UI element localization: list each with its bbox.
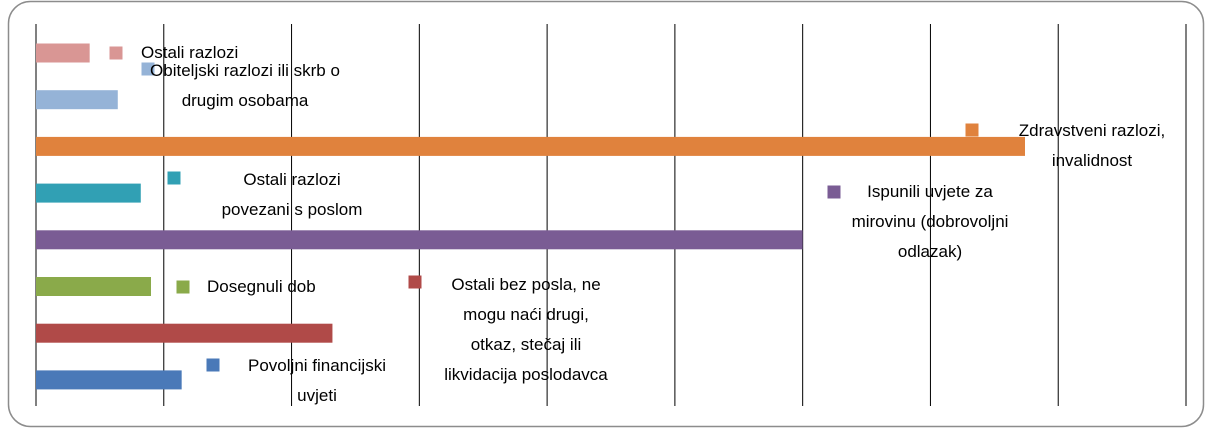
bar bbox=[36, 323, 333, 343]
legend-label: Dosegnuli dob bbox=[207, 277, 316, 296]
legend-label: Ostali bez posla, ne mogu naći drugi, ot… bbox=[444, 275, 608, 384]
legend-label: Zdravstveni razlozi, invalidnost bbox=[1018, 121, 1166, 170]
legend-label: Ostali razlozi bbox=[141, 43, 239, 62]
legend-swatch bbox=[827, 185, 841, 199]
legend-swatch bbox=[141, 62, 155, 76]
legend-label: Obiteljski razlozi ili skrb o drugim oso… bbox=[150, 61, 340, 110]
legend-label: Ostali razlozi povezani s poslom bbox=[221, 170, 363, 219]
bar bbox=[36, 277, 151, 296]
bar bbox=[36, 136, 1025, 156]
legend-swatch bbox=[408, 275, 422, 289]
legend-label: Povoljni financijski uvjeti bbox=[248, 356, 386, 405]
bar bbox=[36, 43, 90, 63]
legend-swatch bbox=[109, 46, 123, 60]
legend-label: Ispunili uvjete za mirovinu (dobrovoljni… bbox=[851, 182, 1009, 261]
legend-swatch bbox=[965, 123, 979, 137]
legend-swatch bbox=[206, 358, 220, 372]
bar bbox=[36, 183, 141, 203]
bar bbox=[36, 230, 803, 250]
legend-swatch bbox=[176, 280, 190, 294]
bar bbox=[36, 90, 118, 110]
chart-border bbox=[7, 0, 1205, 428]
bar bbox=[36, 370, 182, 390]
legend-swatch bbox=[167, 171, 181, 185]
